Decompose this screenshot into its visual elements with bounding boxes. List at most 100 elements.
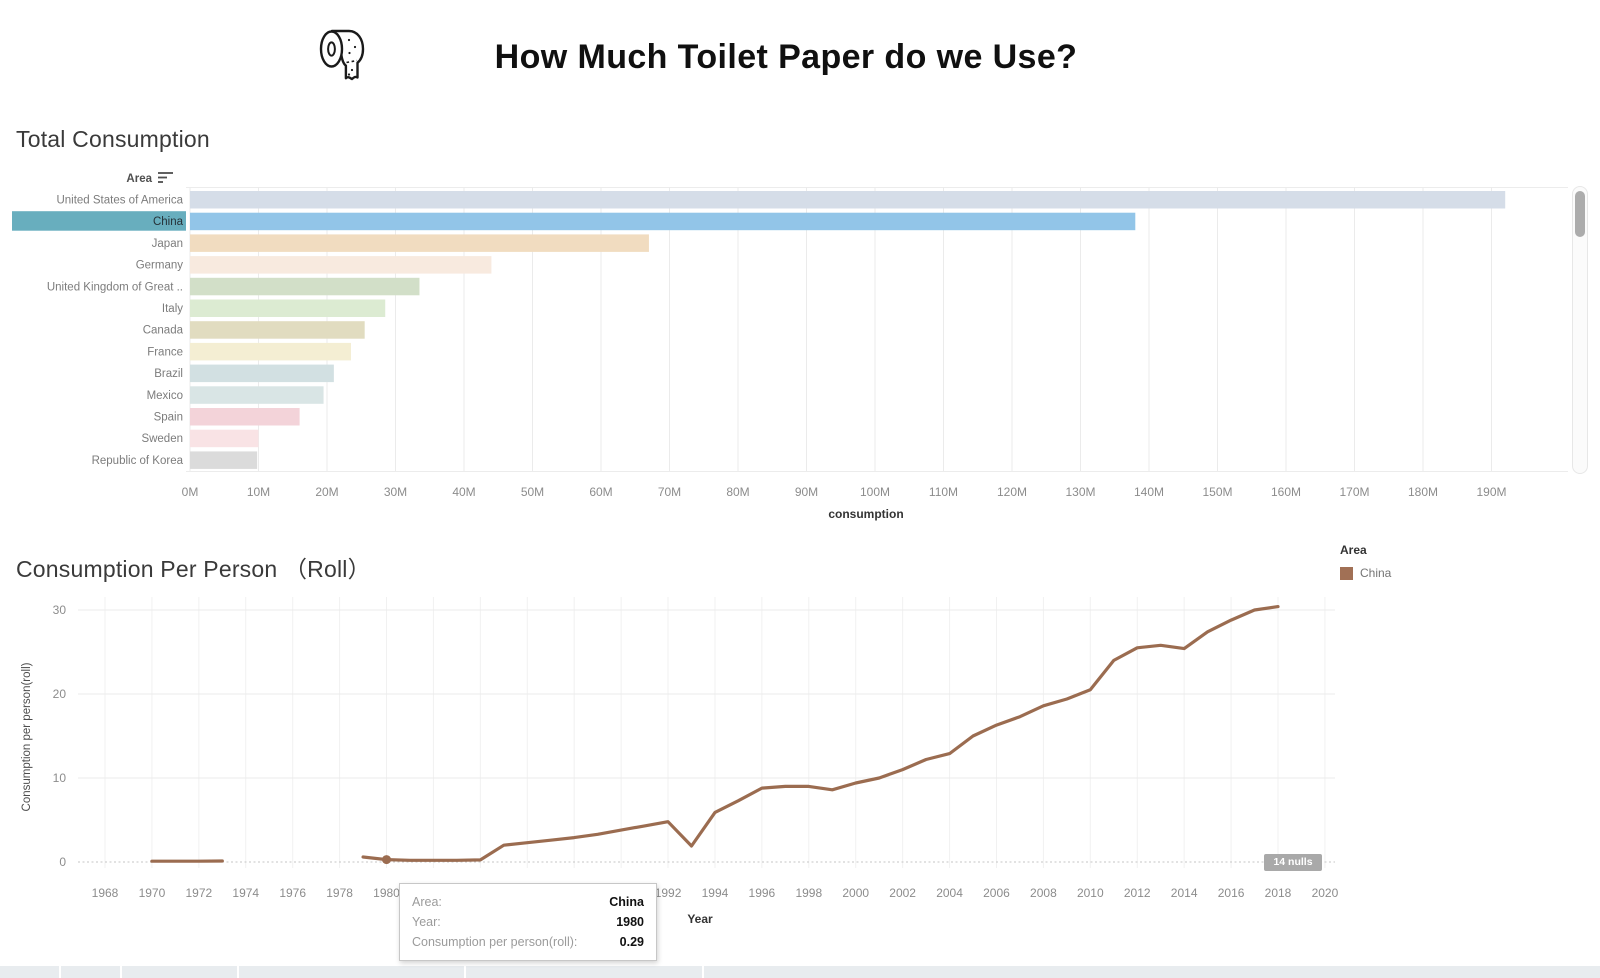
- bar[interactable]: [190, 321, 365, 339]
- bar-x-tick-label: 40M: [452, 485, 475, 499]
- divider: [59, 966, 61, 978]
- bar-x-axis-title: consumption: [828, 507, 903, 521]
- bar-row-label[interactable]: China: [153, 216, 184, 228]
- bar-x-tick-label: 70M: [658, 485, 681, 499]
- line-x-tick-label: 2020: [1312, 886, 1339, 900]
- tooltip-row: Consumption per person(roll): 0.29: [412, 932, 644, 952]
- row-label-highlight: [12, 211, 186, 231]
- line-x-tick-label: 1976: [279, 886, 306, 900]
- bar-x-tick-label: 130M: [1065, 485, 1095, 499]
- bar-x-tick-label: 170M: [1339, 485, 1369, 499]
- bar-x-tick-label: 50M: [521, 485, 544, 499]
- line-chart-title: Consumption Per Person （Roll）: [16, 556, 371, 582]
- bar-row-label[interactable]: Sweden: [141, 433, 183, 445]
- bar[interactable]: [190, 429, 259, 448]
- tooltip-label: Area:: [412, 895, 442, 909]
- bar-row-label[interactable]: Spain: [154, 412, 183, 424]
- tooltip-row: Year: 1980: [412, 912, 644, 932]
- bar[interactable]: [190, 364, 334, 383]
- bar-x-tick-label: 90M: [795, 485, 818, 499]
- bar-row-label[interactable]: Japan: [152, 238, 183, 250]
- line-x-tick-label: 2012: [1124, 886, 1151, 900]
- bar-row-label[interactable]: Brazil: [154, 368, 183, 380]
- highlighted-data-point[interactable]: [382, 855, 392, 865]
- line-x-tick-label: 2010: [1077, 886, 1104, 900]
- line-x-tick-label: 2008: [1030, 886, 1057, 900]
- bar[interactable]: [190, 342, 351, 361]
- tooltip: Area: China Year: 1980 Consumption per p…: [399, 883, 657, 961]
- bar-x-tick-label: 20M: [315, 485, 338, 499]
- bar-row-label[interactable]: Republic of Korea: [92, 455, 184, 467]
- divider: [702, 966, 704, 978]
- line-x-tick-label: 1992: [655, 886, 682, 900]
- bar-x-tick-label: 120M: [997, 485, 1027, 499]
- bar[interactable]: [190, 191, 1506, 209]
- legend-swatch: [1340, 566, 1353, 580]
- tooltip-value: 0.29: [619, 935, 644, 949]
- bar-row-label[interactable]: Germany: [136, 260, 184, 272]
- line-x-tick-label: 1970: [139, 886, 166, 900]
- bar-x-tick-label: 100M: [860, 485, 890, 499]
- legend: Area China: [1340, 543, 1391, 580]
- bar[interactable]: [190, 408, 300, 426]
- bar-x-tick-label: 110M: [929, 485, 958, 499]
- line-series-china[interactable]: [150, 605, 1280, 863]
- legend-label: China: [1360, 566, 1392, 580]
- line-x-tick-label: 2016: [1218, 886, 1245, 900]
- tooltip-row: Area: China: [412, 892, 644, 912]
- bottom-sheet-edge: [0, 966, 1600, 978]
- bar-row-label[interactable]: Mexico: [147, 390, 183, 402]
- bar[interactable]: [190, 277, 420, 296]
- line-x-tick-label: 1994: [702, 886, 729, 900]
- bar-x-tick-label: 0M: [182, 485, 199, 499]
- bar[interactable]: [190, 386, 324, 404]
- line-x-tick-label: 2018: [1265, 886, 1292, 900]
- legend-item-china[interactable]: China: [1340, 566, 1391, 580]
- sort-descending-icon[interactable]: [158, 172, 173, 183]
- line-x-tick-label: 1972: [185, 886, 212, 900]
- bar-row-label[interactable]: United Kingdom of Great ..: [47, 281, 183, 293]
- tooltip-label: Year:: [412, 915, 441, 929]
- bar-row-label[interactable]: Canada: [143, 325, 184, 337]
- bar[interactable]: [190, 451, 258, 469]
- bar[interactable]: [190, 256, 492, 274]
- legend-title: Area: [1340, 543, 1367, 557]
- line-x-axis-title: Year: [687, 912, 713, 926]
- line-x-tick-label: 2000: [842, 886, 869, 900]
- bar-chart-scrollbar-thumb[interactable]: [1575, 191, 1585, 237]
- tooltip-value: China: [609, 895, 644, 909]
- bar-x-tick-label: 60M: [589, 485, 612, 499]
- line-x-tick-label: 1998: [795, 886, 822, 900]
- line-x-tick-label: 1980: [373, 886, 400, 900]
- line-x-tick-label: 2014: [1171, 886, 1198, 900]
- bar-row-label[interactable]: Italy: [162, 303, 183, 315]
- bar-row-label[interactable]: United States of America: [56, 195, 183, 207]
- page-title: How Much Toilet Paper do we Use?: [494, 38, 1078, 76]
- line-x-tick-label: 1968: [92, 886, 119, 900]
- bar-chart-scrollbar-track[interactable]: [1572, 186, 1588, 474]
- bar[interactable]: [190, 212, 1136, 231]
- bar-x-tick-label: 30M: [384, 485, 407, 499]
- bar-row-label[interactable]: France: [147, 346, 183, 358]
- bar-chart-title: Total Consumption: [16, 126, 210, 152]
- bar[interactable]: [190, 234, 649, 252]
- bar-x-tick-label: 140M: [1134, 485, 1164, 499]
- line-y-tick-label: 10: [53, 771, 67, 785]
- bar-x-tick-label: 180M: [1408, 485, 1438, 499]
- nulls-indicator-badge[interactable]: 14 nulls: [1264, 854, 1322, 871]
- divider: [464, 966, 466, 978]
- area-column-header[interactable]: Area: [126, 173, 152, 185]
- divider: [237, 966, 239, 978]
- line-y-tick-label: 30: [53, 603, 67, 617]
- bar-x-tick-label: 10M: [247, 485, 270, 499]
- consumption-per-person-line-chart: Consumption per person(roll) Year 1968 19…: [0, 585, 1600, 930]
- bar[interactable]: [190, 299, 386, 318]
- bar-x-tick-label: 190M: [1476, 485, 1506, 499]
- line-x-tick-label: 2002: [889, 886, 916, 900]
- line-x-tick-label: 1996: [749, 886, 776, 900]
- line-y-tick-label: 20: [53, 687, 67, 701]
- bar-x-tick-label: 160M: [1271, 485, 1301, 499]
- divider: [120, 966, 122, 978]
- total-consumption-bar-chart: Area consumption 0M 10M 20M 30M 40M 50M 60M 70M…: [0, 165, 1600, 525]
